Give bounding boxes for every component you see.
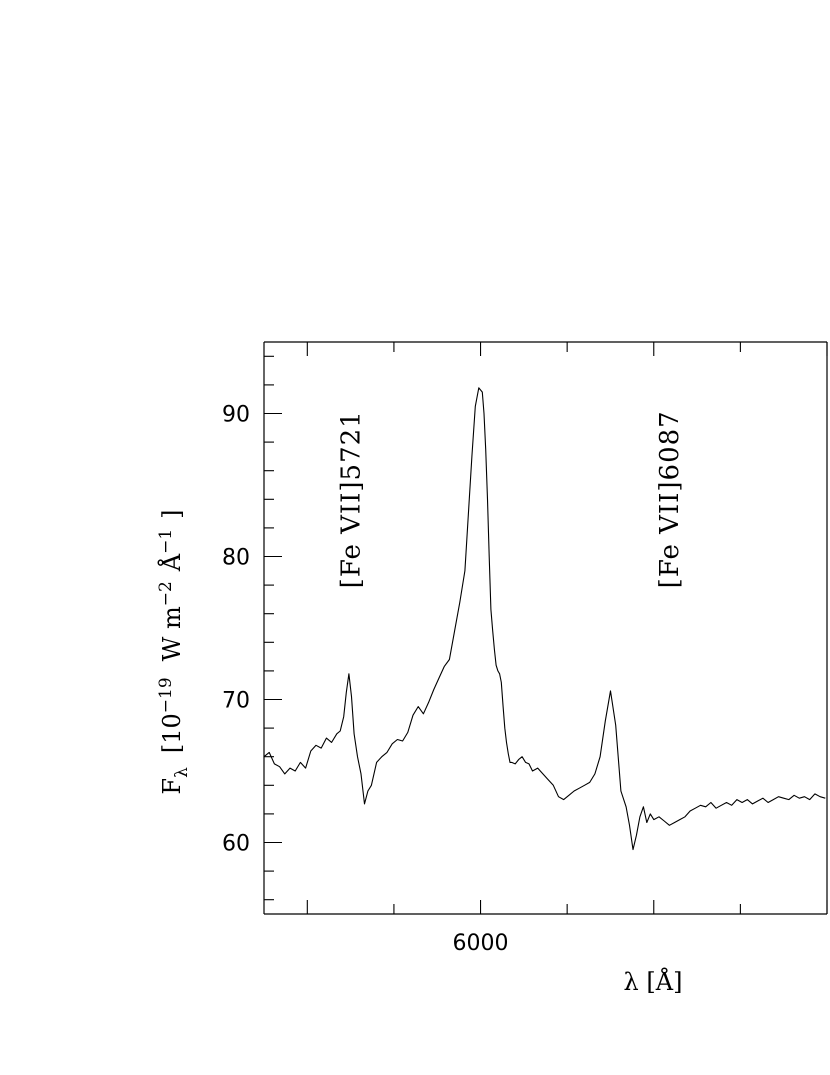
y-axis-exp3: −1	[156, 529, 176, 554]
spectrum-line	[263, 387, 826, 851]
y-axis-symbol: F	[158, 778, 186, 795]
x-tick-label: 6000	[453, 931, 509, 956]
y-axis-units-open: [10	[158, 713, 186, 753]
y-axis-units-mid2: Å	[157, 553, 186, 572]
y-axis-units-close: ]	[158, 509, 186, 518]
y-axis-exp2: −2	[156, 581, 176, 606]
line-label: [Fe VII]5721	[336, 410, 366, 588]
y-axis-symbol-sub: λ	[172, 767, 192, 778]
y-axis-units-mid: W m	[158, 606, 186, 661]
y-tick-label: 90	[222, 403, 250, 428]
y-tick-label: 80	[222, 546, 250, 571]
y-axis-exp1: −19	[156, 677, 176, 713]
y-tick-label: 60	[222, 832, 250, 857]
line-label: [Fe VII]6087	[655, 410, 685, 588]
tick-labels: 60 70 80 90 6000	[222, 403, 509, 957]
x-axis-title: λ [Å]	[624, 967, 683, 996]
y-tick-label: 70	[222, 689, 250, 714]
axis-ticks	[264, 342, 828, 914]
y-axis-title: Fλ [10−19 W m−2 Å−1]	[156, 509, 192, 794]
line-annotations: [Fe VII]5721 [Fe VII]6087	[336, 410, 685, 588]
plot-frame	[263, 341, 828, 915]
